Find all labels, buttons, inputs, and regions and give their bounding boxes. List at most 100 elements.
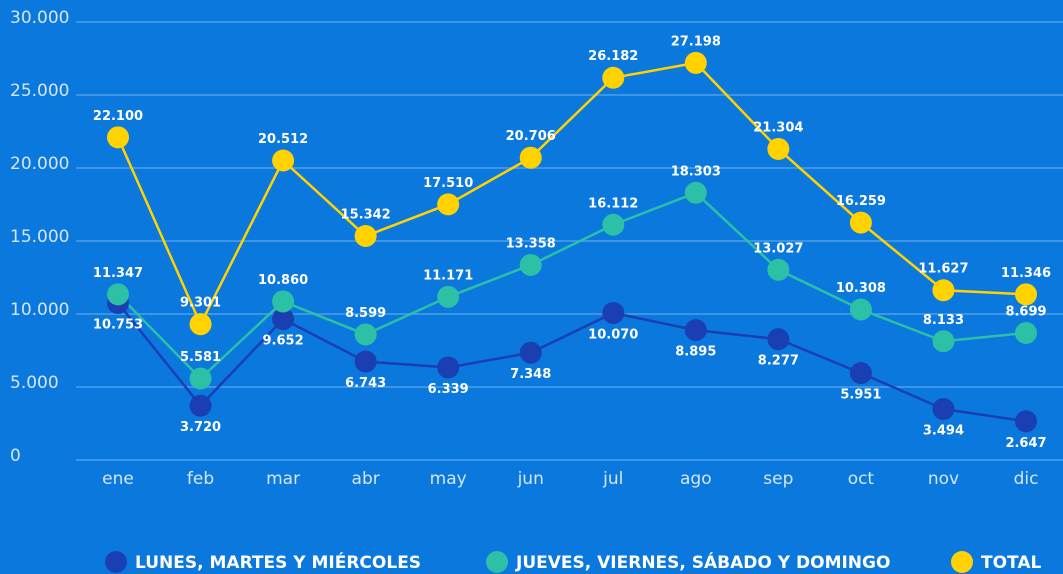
- x-tick-label: sep: [763, 469, 793, 489]
- y-tick-label: 10.000: [10, 300, 69, 320]
- data-point: [189, 367, 212, 390]
- data-point: [849, 211, 872, 234]
- value-label: 15.342: [341, 208, 391, 223]
- value-label: 3.720: [180, 420, 221, 435]
- data-point: [107, 283, 129, 306]
- data-point: [272, 308, 295, 331]
- data-point: [272, 149, 295, 172]
- data-point: [1015, 410, 1037, 433]
- y-tick-label: 20.000: [10, 154, 69, 174]
- value-label: 2.647: [1005, 436, 1046, 451]
- x-tick-label: may: [430, 469, 467, 489]
- value-label: 10.753: [93, 318, 143, 333]
- data-point: [272, 290, 295, 313]
- data-point: [849, 298, 872, 321]
- y-tick-label: 30.000: [10, 8, 69, 28]
- data-point: [437, 193, 460, 216]
- value-label: 10.070: [588, 327, 638, 342]
- legend-label: JUEVES, VIERNES, SÁBADO Y DOMINGO: [515, 551, 890, 573]
- value-label: 8.699: [1005, 304, 1046, 319]
- data-point: [932, 397, 955, 420]
- data-point: [519, 253, 542, 276]
- data-point: [1015, 321, 1037, 344]
- value-label: 17.510: [423, 176, 473, 191]
- data-point: [519, 146, 542, 169]
- value-label: 8.133: [923, 313, 964, 328]
- value-label: 22.100: [93, 109, 143, 124]
- value-label: 6.743: [345, 376, 386, 391]
- x-tick-label: jun: [517, 469, 544, 489]
- y-tick-label: 0: [10, 446, 21, 466]
- value-label: 10.860: [258, 273, 308, 288]
- value-label: 26.182: [588, 49, 638, 64]
- x-tick-label: ago: [680, 469, 712, 489]
- y-tick-label: 25.000: [10, 81, 69, 101]
- value-label: 11.627: [918, 262, 968, 277]
- data-point: [519, 341, 542, 364]
- value-label: 6.339: [428, 382, 469, 397]
- value-label: 8.895: [675, 345, 716, 360]
- value-label: 8.599: [345, 306, 386, 321]
- data-point: [437, 356, 460, 379]
- value-label: 9.652: [263, 334, 304, 349]
- value-label: 7.348: [510, 367, 551, 382]
- value-label: 13.027: [753, 241, 803, 256]
- x-tick-label: nov: [928, 469, 959, 489]
- value-label: 13.358: [506, 236, 556, 251]
- y-tick-label: 5.000: [10, 373, 59, 393]
- x-tick-label: jul: [602, 469, 623, 489]
- value-label: 10.308: [836, 281, 886, 296]
- value-label: 20.512: [258, 132, 308, 147]
- series-line: [117, 191, 1027, 381]
- legend-label: LUNES, MARTES Y MIÉRCOLES: [135, 551, 421, 573]
- data-point: [354, 323, 377, 346]
- value-label: 8.277: [758, 354, 799, 369]
- x-tick-label: dic: [1014, 469, 1039, 489]
- value-label: 11.171: [423, 268, 473, 283]
- data-point: [107, 126, 129, 149]
- value-label: 21.304: [753, 120, 803, 135]
- data-point: [932, 279, 955, 302]
- value-label: 20.706: [506, 129, 556, 144]
- data-point: [354, 350, 377, 373]
- data-point: [354, 225, 377, 248]
- value-label: 9.301: [180, 296, 221, 311]
- data-point: [932, 330, 955, 353]
- data-point: [767, 137, 790, 160]
- value-label: 27.198: [671, 34, 721, 49]
- value-label: 3.494: [923, 423, 964, 438]
- value-label: 16.112: [588, 196, 638, 211]
- data-point: [684, 51, 707, 74]
- x-tick-label: mar: [266, 469, 300, 489]
- value-label: 5.581: [180, 350, 221, 365]
- data-point: [767, 328, 790, 351]
- data-point: [684, 181, 707, 204]
- data-point: [602, 66, 625, 89]
- data-point: [189, 394, 212, 417]
- series-line: [116, 61, 1027, 328]
- data-point: [189, 313, 212, 336]
- data-point: [684, 319, 707, 342]
- value-label: 11.346: [1001, 266, 1051, 281]
- x-tick-label: feb: [187, 469, 214, 489]
- data-point: [767, 258, 790, 281]
- legend-marker: [486, 551, 508, 573]
- value-label: 16.259: [836, 194, 886, 209]
- legend-marker: [951, 551, 973, 573]
- legend-marker: [105, 551, 127, 573]
- legend-label: TOTAL: [981, 553, 1041, 573]
- x-tick-label: ene: [102, 469, 134, 489]
- value-label: 11.347: [93, 266, 143, 281]
- x-tick-label: oct: [848, 469, 875, 489]
- data-point: [849, 362, 872, 385]
- value-label: 5.951: [840, 388, 881, 403]
- data-point: [602, 301, 625, 324]
- y-tick-label: 15.000: [10, 227, 69, 247]
- data-point: [602, 213, 625, 236]
- data-point: [1015, 283, 1037, 306]
- value-label: 18.303: [671, 164, 721, 179]
- x-tick-label: abr: [352, 469, 380, 489]
- series-line: [117, 302, 1027, 423]
- data-point: [437, 285, 460, 308]
